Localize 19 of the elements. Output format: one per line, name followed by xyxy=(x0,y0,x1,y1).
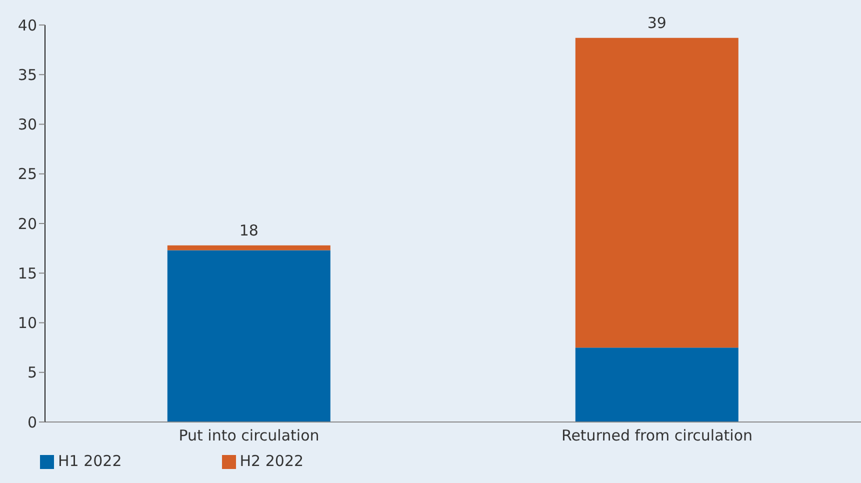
bar xyxy=(575,38,738,348)
legend-label: H2 2022 xyxy=(240,452,304,470)
x-tick-label: Returned from circulation xyxy=(561,426,753,445)
y-tick-label: 10 xyxy=(18,314,37,332)
y-tick-label: 15 xyxy=(18,264,37,282)
y-tick-label: 5 xyxy=(27,364,37,382)
y-tick-label: 0 xyxy=(27,413,37,432)
bar xyxy=(167,250,330,422)
y-tick-label: 20 xyxy=(18,214,37,233)
bar xyxy=(575,348,738,422)
x-tick-label: Put into circulation xyxy=(178,426,320,445)
y-tick-label: 35 xyxy=(18,66,37,84)
legend-label: H1 2022 xyxy=(58,452,122,470)
total-label: 39 xyxy=(647,14,666,32)
y-tick-label: 40 xyxy=(18,16,37,34)
y-tick-label: 30 xyxy=(18,116,37,134)
bar xyxy=(167,245,330,250)
y-tick-label: 25 xyxy=(18,165,37,184)
total-label: 18 xyxy=(239,221,258,240)
